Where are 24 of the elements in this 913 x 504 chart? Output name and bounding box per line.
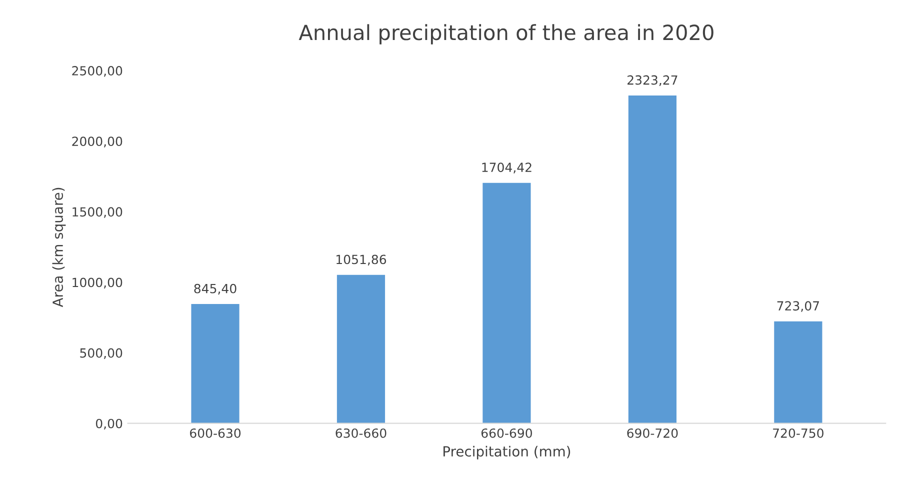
bar xyxy=(191,304,240,424)
bar xyxy=(482,182,531,424)
x-tick-label: 600-630 xyxy=(190,428,241,438)
y-axis-title: Area (km square) xyxy=(52,188,66,308)
data-label: 1051,86 xyxy=(336,254,386,266)
bar xyxy=(336,274,386,424)
y-tick-label: 0,00 xyxy=(96,418,122,430)
bar xyxy=(774,321,822,424)
y-tick-label: 2500,00 xyxy=(72,66,122,77)
data-label: 1704,42 xyxy=(482,162,532,174)
y-tick-label: 1500,00 xyxy=(72,207,122,218)
x-tick-label: 660-690 xyxy=(481,428,532,438)
x-tick-label: 720-750 xyxy=(773,428,824,438)
y-tick-label: 1000,00 xyxy=(72,278,122,288)
data-label: 723,07 xyxy=(777,301,819,312)
x-tick-label: 630-660 xyxy=(336,428,386,438)
chart-title: Annual precipitation of the area in 2020 xyxy=(298,24,714,44)
y-tick-label: 2000,00 xyxy=(72,136,122,148)
y-tick-label: 500,00 xyxy=(80,348,122,359)
bar xyxy=(628,96,676,424)
data-label: 845,40 xyxy=(194,284,236,295)
data-label: 2323,27 xyxy=(628,75,678,86)
x-tick-label: 690-720 xyxy=(627,428,678,438)
x-axis-title: Precipitation (mm) xyxy=(444,446,570,460)
